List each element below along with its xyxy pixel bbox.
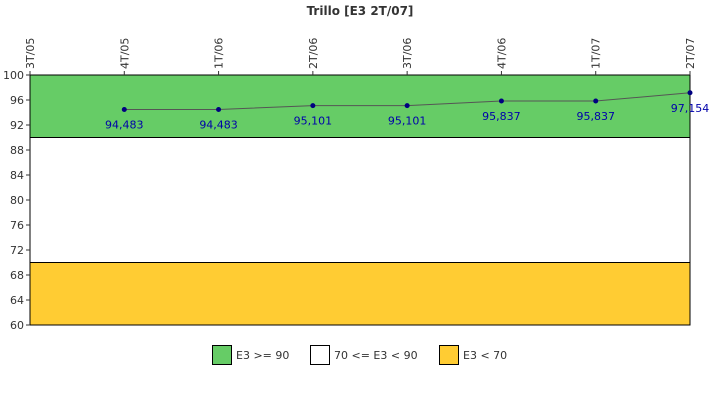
- x-tick-label-0: 3T/05: [24, 38, 37, 69]
- data-point-7: [687, 90, 693, 96]
- legend-label-mid: 70 <= E3 < 90: [334, 348, 418, 362]
- band-1: [29, 137, 691, 263]
- legend-item-low: E3 < 70: [439, 344, 507, 366]
- data-label-6: 95,837: [576, 110, 615, 123]
- data-point-4: [404, 103, 410, 109]
- legend-swatch-low: [439, 345, 459, 365]
- x-tick-label-4: 3T/06: [401, 38, 414, 69]
- data-point-1: [121, 106, 127, 112]
- y-tick-label-100: 100: [3, 69, 24, 82]
- data-label-4: 95,101: [388, 115, 427, 128]
- chart-legend: E3 >= 90 70 <= E3 < 90 E3 < 70: [0, 344, 720, 368]
- x-tick-label-7: 2T/07: [684, 38, 697, 69]
- data-point-3: [310, 103, 316, 109]
- data-point-2: [216, 106, 222, 112]
- data-label-7: 97,154: [671, 102, 710, 115]
- legend-swatch-high: [212, 345, 232, 365]
- y-tick-label-84: 84: [10, 169, 24, 182]
- legend-item-high: E3 >= 90: [212, 344, 289, 366]
- y-tick-label-80: 80: [10, 194, 24, 207]
- x-tick-label-6: 1T/07: [590, 38, 603, 69]
- x-tick-label-1: 4T/05: [118, 38, 131, 69]
- chart-title: Trillo [E3 2T/07]: [306, 4, 414, 18]
- y-tick-label-88: 88: [10, 144, 24, 157]
- data-label-2: 94,483: [199, 118, 238, 131]
- y-tick-label-64: 64: [10, 294, 24, 307]
- legend-item-mid: 70 <= E3 < 90: [310, 344, 418, 366]
- y-tick-label-68: 68: [10, 269, 24, 282]
- data-point-5: [498, 98, 504, 104]
- data-point-6: [593, 98, 599, 104]
- y-tick-label-72: 72: [10, 244, 24, 257]
- legend-label-low: E3 < 70: [463, 348, 508, 362]
- band-2: [29, 262, 691, 326]
- y-tick-label-60: 60: [10, 319, 24, 332]
- data-label-5: 95,837: [482, 110, 521, 123]
- legend-swatch-mid: [310, 345, 330, 365]
- x-tick-label-5: 4T/06: [495, 38, 508, 69]
- data-label-1: 94,483: [105, 118, 144, 131]
- x-tick-label-3: 2T/06: [307, 38, 320, 69]
- data-label-3: 95,101: [294, 115, 333, 128]
- y-tick-label-76: 76: [10, 219, 24, 232]
- legend-label-high: E3 >= 90: [236, 348, 290, 362]
- y-tick-label-92: 92: [10, 119, 24, 132]
- x-tick-label-2: 1T/06: [213, 38, 226, 69]
- y-tick-label-96: 96: [10, 94, 24, 107]
